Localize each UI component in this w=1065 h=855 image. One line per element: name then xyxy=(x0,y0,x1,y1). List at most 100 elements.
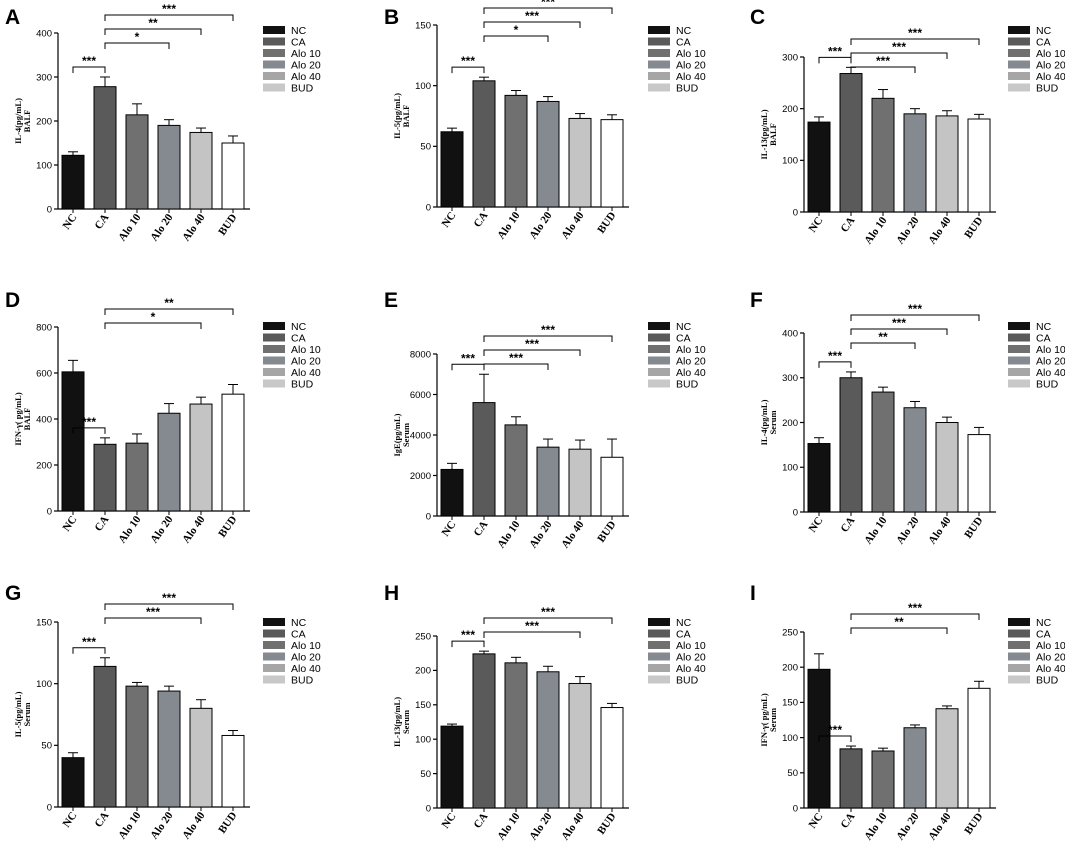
legend-swatch xyxy=(1008,652,1030,661)
x-tick-label: Alo 10 xyxy=(862,810,889,842)
significance-label: *** xyxy=(461,351,475,365)
bar-ca xyxy=(472,653,496,809)
significance-bracket xyxy=(72,66,106,73)
legend-label: NC xyxy=(291,25,307,37)
y-tick-label: 400 xyxy=(36,414,52,425)
significance-bracket xyxy=(850,342,916,349)
legend-swatch xyxy=(1008,641,1030,649)
legend-label: NC xyxy=(1036,321,1052,333)
legend-swatch xyxy=(1008,49,1030,57)
legend-swatch xyxy=(648,37,670,46)
significance-bracket xyxy=(483,349,581,356)
y-tick-label: 300 xyxy=(782,373,798,384)
y-tick-label: 400 xyxy=(36,28,52,39)
y-tick-label: 6000 xyxy=(410,390,431,401)
legend-swatch xyxy=(263,333,285,342)
panel-letter: A xyxy=(5,6,20,29)
x-tick-label: CA xyxy=(93,810,112,830)
bar-alo-40 xyxy=(189,707,213,808)
legend-swatch xyxy=(648,368,670,376)
y-tick-label: 0 xyxy=(793,507,798,518)
y-tick-label: 200 xyxy=(415,666,431,677)
legend-label: Alo 10 xyxy=(291,344,321,356)
significance-bracket xyxy=(451,640,485,648)
legend-swatch xyxy=(648,629,670,638)
legend-swatch xyxy=(648,618,670,626)
legend-swatch xyxy=(648,675,670,684)
legend-swatch xyxy=(1008,675,1030,684)
x-tick-label: Alo 20 xyxy=(894,214,921,246)
x-tick-label: Alo 20 xyxy=(527,209,554,241)
significance-bracket xyxy=(850,52,948,59)
bar-bud xyxy=(600,707,624,809)
significance-bracket xyxy=(818,361,852,368)
y-tick-label: 800 xyxy=(36,322,52,333)
legend-swatch xyxy=(1008,618,1030,626)
y-axis-sublabel: Serum xyxy=(768,708,778,732)
legend-label: BUD xyxy=(291,675,314,687)
y-tick-label: 600 xyxy=(36,368,52,379)
bar-ca xyxy=(93,86,117,210)
x-tick-label: Alo 20 xyxy=(894,514,921,546)
significance-label: * xyxy=(514,23,519,37)
y-tick-label: 250 xyxy=(782,627,798,638)
significance-bracket xyxy=(850,38,980,45)
bar-bud xyxy=(221,734,245,808)
significance-label: *** xyxy=(146,605,160,619)
significance-label: *** xyxy=(876,54,890,68)
y-axis-label: IL-5(pg/mL) xyxy=(13,691,23,737)
panel-letter: C xyxy=(750,6,765,29)
x-tick-label: CA xyxy=(93,514,112,534)
legend-swatch xyxy=(648,72,670,80)
x-tick-label: BUD xyxy=(962,515,985,541)
y-axis-sublabel: BALF xyxy=(401,105,411,128)
legend-label: CA xyxy=(291,37,306,49)
x-tick-label: Alo 10 xyxy=(862,214,889,246)
y-axis-sublabel: Serum xyxy=(401,423,411,447)
x-tick-label: NC xyxy=(807,515,826,535)
bar-alo-40 xyxy=(935,708,959,809)
legend-swatch xyxy=(1008,379,1030,388)
significance-label: *** xyxy=(892,40,906,54)
bar-nc xyxy=(807,443,831,513)
y-tick-label: 300 xyxy=(782,52,798,63)
x-tick-label: BUD xyxy=(216,514,239,540)
bar-alo-20 xyxy=(157,124,181,210)
x-tick-label: NC xyxy=(61,514,80,534)
legend-swatch xyxy=(648,26,670,34)
significance-bracket xyxy=(451,66,485,74)
legend-label: Alo 10 xyxy=(291,640,321,652)
significance-label: * xyxy=(135,30,140,44)
x-tick-label: Alo 10 xyxy=(116,211,143,243)
y-axis-label: IL-4(pg/mL) xyxy=(13,98,23,144)
x-tick-label: Alo 40 xyxy=(180,211,207,243)
legend-swatch xyxy=(263,72,285,80)
y-axis-sublabel: BALF xyxy=(768,123,778,146)
x-tick-label: Alo 40 xyxy=(180,809,207,841)
y-axis-label: IL-13(pg/mL) xyxy=(392,697,402,747)
legend-label: Alo 40 xyxy=(676,663,706,675)
significance-label: *** xyxy=(461,628,475,642)
significance-label: ** xyxy=(878,330,888,344)
legend-swatch xyxy=(1008,368,1030,376)
legend-swatch xyxy=(263,345,285,353)
legend-label: Alo 10 xyxy=(1036,640,1065,652)
significance-label: *** xyxy=(908,302,922,316)
x-tick-label: NC xyxy=(61,810,80,830)
significance-label: *** xyxy=(828,349,842,363)
x-tick-label: Alo 10 xyxy=(495,518,522,550)
significance-bracket xyxy=(104,603,234,610)
legend-swatch xyxy=(648,641,670,649)
significance-label: *** xyxy=(82,635,96,649)
significance-label: *** xyxy=(892,316,906,330)
legend-swatch xyxy=(263,629,285,638)
legend-label: NC xyxy=(676,617,692,629)
bar-alo-20 xyxy=(903,113,927,213)
legend-label: NC xyxy=(291,321,307,333)
y-tick-label: 0 xyxy=(426,202,431,213)
significance-bracket xyxy=(483,631,581,638)
significance-bracket xyxy=(104,42,170,49)
